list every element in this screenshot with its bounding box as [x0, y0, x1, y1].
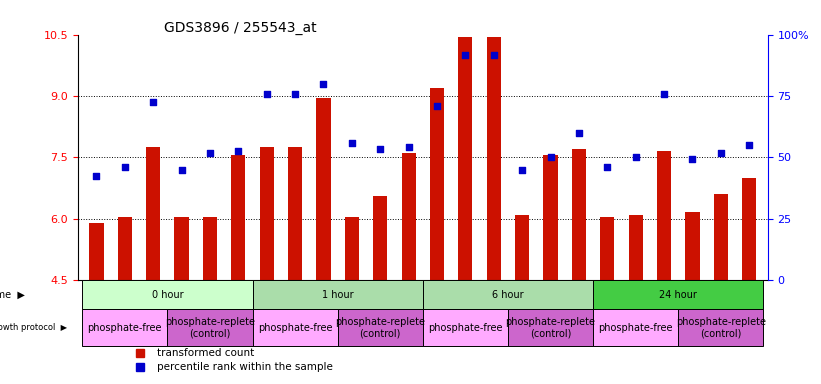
Point — [487, 52, 500, 58]
Bar — [203, 217, 217, 280]
Bar — [253, 310, 337, 346]
Point — [544, 154, 557, 161]
Bar — [487, 36, 501, 280]
Point — [402, 144, 415, 150]
Bar — [89, 223, 103, 280]
Point — [686, 156, 699, 162]
Bar — [629, 215, 643, 280]
Point — [572, 130, 585, 136]
Bar — [678, 310, 764, 346]
Point — [260, 91, 273, 97]
Bar — [713, 194, 728, 280]
Bar — [82, 310, 167, 346]
Bar — [571, 149, 586, 280]
Text: phosphate-replete
(control): phosphate-replete (control) — [165, 317, 255, 338]
Bar — [288, 147, 302, 280]
Point — [147, 99, 160, 105]
Point — [317, 81, 330, 87]
Point — [374, 146, 387, 152]
Text: phosphate-replete
(control): phosphate-replete (control) — [676, 317, 766, 338]
Bar — [686, 212, 699, 280]
Text: GDS3896 / 255543_at: GDS3896 / 255543_at — [164, 21, 317, 35]
Bar — [430, 88, 444, 280]
Bar — [146, 147, 160, 280]
Bar — [544, 155, 557, 280]
Text: 0 hour: 0 hour — [152, 290, 183, 300]
Point — [430, 103, 443, 109]
Point — [232, 148, 245, 154]
Bar — [508, 310, 593, 346]
Bar — [253, 280, 423, 310]
Text: phosphate-free: phosphate-free — [428, 323, 502, 333]
Bar — [401, 153, 415, 280]
Bar — [117, 217, 132, 280]
Bar — [742, 178, 756, 280]
Point — [629, 154, 642, 161]
Point — [204, 150, 217, 156]
Text: 24 hour: 24 hour — [659, 290, 697, 300]
Point — [459, 52, 472, 58]
Bar — [593, 310, 678, 346]
Bar — [167, 310, 253, 346]
Text: time  ▶: time ▶ — [0, 290, 25, 300]
Bar — [316, 98, 331, 280]
Bar — [657, 151, 671, 280]
Text: phosphate-replete
(control): phosphate-replete (control) — [506, 317, 595, 338]
Point — [516, 166, 529, 172]
Bar — [337, 310, 423, 346]
Text: transformed count: transformed count — [158, 348, 255, 358]
Text: phosphate-free: phosphate-free — [258, 323, 333, 333]
Point — [658, 91, 671, 97]
Point — [288, 91, 301, 97]
Bar — [175, 217, 189, 280]
Bar — [345, 217, 359, 280]
Bar — [600, 217, 614, 280]
Point — [175, 166, 188, 172]
Bar — [515, 215, 530, 280]
Text: 1 hour: 1 hour — [322, 290, 354, 300]
Bar — [232, 155, 245, 280]
Bar — [458, 36, 472, 280]
Point — [118, 164, 131, 170]
Bar — [423, 280, 593, 310]
Text: phosphate-replete
(control): phosphate-replete (control) — [335, 317, 425, 338]
Point — [601, 164, 614, 170]
Text: growth protocol  ▶: growth protocol ▶ — [0, 323, 67, 332]
Text: 6 hour: 6 hour — [492, 290, 524, 300]
Bar — [82, 280, 253, 310]
Bar — [423, 310, 508, 346]
Text: phosphate-free: phosphate-free — [88, 323, 162, 333]
Point — [714, 150, 727, 156]
Point — [89, 172, 103, 179]
Bar — [374, 196, 388, 280]
Point — [743, 142, 756, 148]
Point — [346, 140, 359, 146]
Text: percentile rank within the sample: percentile rank within the sample — [158, 362, 333, 372]
Bar — [259, 147, 274, 280]
Text: phosphate-free: phosphate-free — [599, 323, 673, 333]
Bar — [593, 280, 764, 310]
